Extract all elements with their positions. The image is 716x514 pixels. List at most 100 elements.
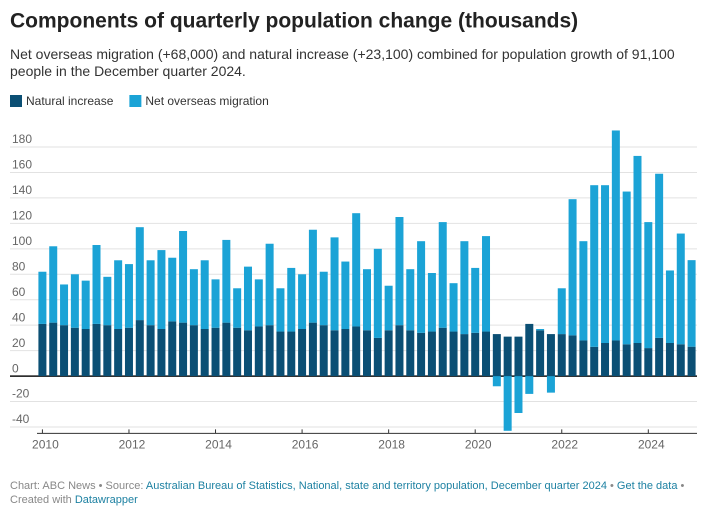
- bar-segment: [200, 260, 209, 330]
- bar-segment: [492, 376, 501, 387]
- bar-segment: [114, 329, 123, 377]
- x-tick-label: 2018: [378, 438, 405, 452]
- bar-segment: [38, 271, 47, 324]
- bar-segment: [579, 241, 588, 341]
- bar-segment: [168, 321, 177, 377]
- bar-segment: [265, 325, 274, 377]
- bar-segment: [568, 335, 577, 377]
- bar-segment: [546, 334, 555, 377]
- bar-segment: [373, 248, 382, 338]
- y-tick-label: 80: [12, 259, 26, 273]
- bar-segment: [60, 284, 69, 326]
- bar-segment: [676, 344, 685, 377]
- bar-segment: [70, 274, 79, 328]
- source-link[interactable]: Australian Bureau of Statistics, Nationa…: [145, 480, 607, 492]
- bar-segment: [557, 334, 566, 377]
- bar-segment: [460, 334, 469, 377]
- bar-segment: [579, 340, 588, 377]
- data-link[interactable]: Get the data: [616, 480, 678, 492]
- tool-link[interactable]: Datawrapper: [74, 494, 138, 506]
- bar-segment: [363, 330, 371, 377]
- bar-segment: [536, 330, 545, 377]
- bar-segment: [633, 155, 642, 344]
- y-tick-label: 40: [12, 310, 26, 324]
- bar-segment: [114, 260, 123, 330]
- bar-segment: [243, 266, 252, 331]
- bar-segment: [135, 320, 144, 377]
- bar-segment: [222, 322, 231, 377]
- x-tick-label: 2014: [205, 438, 232, 452]
- bar-segment: [319, 325, 328, 377]
- bar-segment: [514, 336, 523, 377]
- bar-segment: [49, 246, 58, 323]
- bar-segment: [341, 261, 350, 330]
- bar-segment: [222, 239, 231, 323]
- bar-segment: [179, 231, 188, 323]
- bar-segment: [568, 199, 577, 336]
- bar-segment: [49, 322, 58, 377]
- bar-segment: [146, 325, 155, 377]
- bar-segment: [665, 270, 674, 344]
- bar-segment: [557, 288, 566, 335]
- bar-segment: [363, 269, 371, 331]
- bar-segment: [352, 326, 361, 377]
- y-tick-label: 60: [12, 285, 26, 299]
- y-tick-label: 120: [12, 209, 32, 223]
- bar-segment: [38, 323, 47, 377]
- chart-title: Components of quarterly population chang…: [10, 10, 578, 33]
- y-tick-label: 100: [12, 234, 32, 248]
- y-tick-label: -40: [12, 412, 30, 426]
- bar-segment: [384, 285, 393, 331]
- bar-segment: [189, 269, 198, 326]
- bar-segment: [146, 260, 155, 326]
- bar-segment: [655, 173, 664, 338]
- bar-segment: [287, 267, 296, 332]
- bar-segment: [427, 331, 436, 377]
- bar-segment: [298, 274, 307, 330]
- bar-segment: [665, 343, 674, 377]
- bar-segment: [352, 213, 361, 327]
- bar-segment: [644, 348, 653, 377]
- x-tick-label: 2024: [638, 438, 665, 452]
- bar-segment: [687, 346, 696, 377]
- footer-text: Chart: ABC News • Source:: [10, 480, 146, 492]
- bar-segment: [81, 329, 90, 377]
- bar-segment: [503, 336, 512, 377]
- bar-segment: [601, 343, 610, 377]
- bar-segment: [179, 322, 188, 377]
- chart-subtitle: Net overseas migration (+68,000) and nat…: [10, 46, 675, 79]
- bar-segment: [503, 376, 512, 431]
- bar-segment: [676, 233, 685, 345]
- bar-segment: [427, 273, 436, 332]
- bar-segment: [168, 257, 177, 322]
- bar-segment: [590, 185, 599, 347]
- bar-segment: [157, 329, 166, 377]
- bar-segment: [265, 243, 274, 326]
- bar-segment: [92, 323, 101, 377]
- bar-segment: [330, 330, 339, 377]
- bar-segment: [417, 241, 426, 333]
- bar-segment: [687, 260, 696, 347]
- legend-swatch: [129, 95, 142, 107]
- legend-label: Natural increase: [26, 94, 114, 108]
- bar-segment: [233, 288, 242, 328]
- bar-segment: [622, 191, 631, 345]
- x-tick-label: 2022: [551, 438, 578, 452]
- bar-segment: [124, 264, 133, 328]
- bar-segment: [406, 269, 415, 331]
- bar-segment: [103, 276, 112, 326]
- bar-segment: [611, 340, 620, 377]
- subtitle-box: Net overseas migration (+68,000) and nat…: [10, 46, 675, 79]
- bar-segment: [298, 329, 307, 377]
- bar-segment: [471, 267, 480, 333]
- x-tick-label: 2012: [119, 438, 146, 452]
- bar-segment: [655, 337, 664, 377]
- y-tick-label: 20: [12, 336, 26, 350]
- bar-segment: [189, 325, 198, 377]
- bar-segment: [525, 376, 534, 394]
- bar-segment: [395, 325, 404, 377]
- bar-segment: [254, 279, 263, 327]
- bar-segment: [319, 271, 328, 326]
- bar-segment: [417, 332, 426, 377]
- bar-segment: [124, 327, 133, 377]
